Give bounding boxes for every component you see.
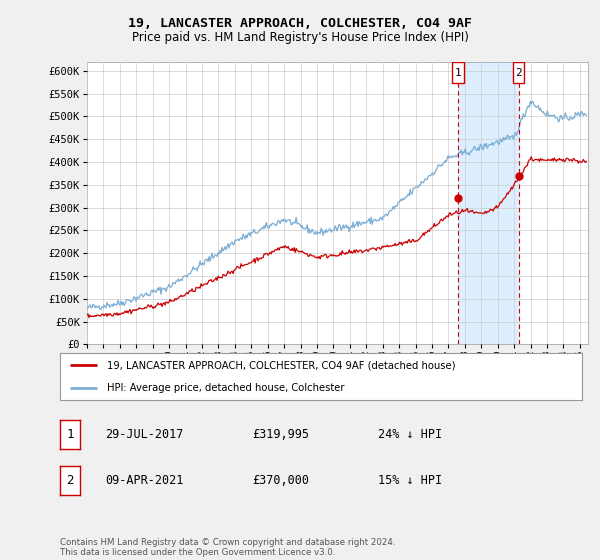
Text: HPI: Average price, detached house, Colchester: HPI: Average price, detached house, Colc… (107, 383, 344, 393)
Text: 19, LANCASTER APPROACH, COLCHESTER, CO4 9AF (detached house): 19, LANCASTER APPROACH, COLCHESTER, CO4 … (107, 360, 455, 370)
Bar (458, 62, 518, 344)
Text: 1: 1 (67, 428, 74, 441)
FancyBboxPatch shape (452, 62, 464, 83)
Text: £370,000: £370,000 (252, 474, 309, 487)
FancyBboxPatch shape (513, 62, 524, 83)
Text: 24% ↓ HPI: 24% ↓ HPI (378, 428, 442, 441)
Text: 09-APR-2021: 09-APR-2021 (105, 474, 184, 487)
Text: £319,995: £319,995 (252, 428, 309, 441)
Text: 19, LANCASTER APPROACH, COLCHESTER, CO4 9AF: 19, LANCASTER APPROACH, COLCHESTER, CO4 … (128, 17, 472, 30)
Text: 1: 1 (455, 68, 461, 78)
Text: 2: 2 (515, 68, 522, 78)
Text: 15% ↓ HPI: 15% ↓ HPI (378, 474, 442, 487)
Text: 29-JUL-2017: 29-JUL-2017 (105, 428, 184, 441)
Text: Contains HM Land Registry data © Crown copyright and database right 2024.
This d: Contains HM Land Registry data © Crown c… (60, 538, 395, 557)
Text: 2: 2 (67, 474, 74, 487)
Text: Price paid vs. HM Land Registry's House Price Index (HPI): Price paid vs. HM Land Registry's House … (131, 31, 469, 44)
